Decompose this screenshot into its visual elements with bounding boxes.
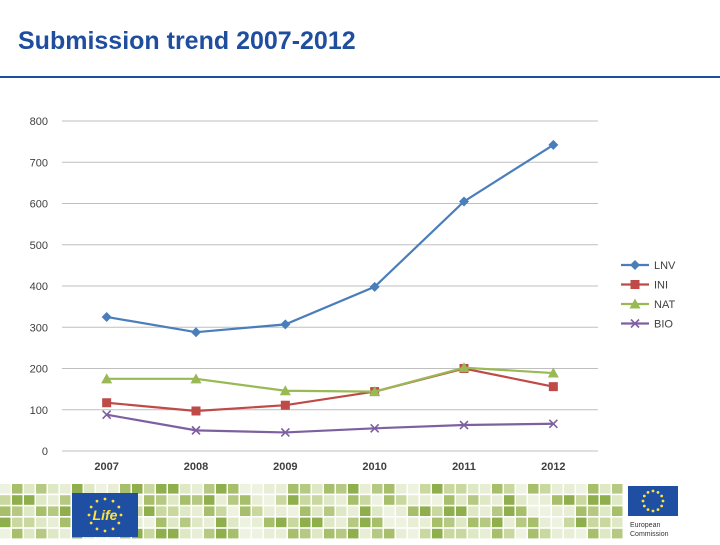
legend-item-lnv: LNV [621,260,676,272]
european-commission-logo: European Commission [625,484,681,539]
life-logo-text: Life [93,507,118,523]
y-tick-label: 400 [30,281,48,293]
data-point [191,425,201,435]
y-tick-label: 300 [30,322,48,334]
x-axis-ticks: 2007 2008 2009 2010 2011 2012 [94,461,565,473]
data-point [101,311,112,322]
y-tick-label: 800 [30,116,48,128]
legend-marker [630,318,640,329]
data-point [102,410,112,420]
x-tick-label: 2007 [94,461,118,473]
series-lnv [101,139,559,338]
grid-layer [62,120,598,452]
data-point [459,420,469,430]
series-line [106,143,554,334]
legend-marker [629,298,641,309]
legend-label: BIO [654,319,673,331]
y-tick-label: 700 [30,157,48,169]
title-divider [0,76,720,78]
series-bio [102,410,558,438]
series-nat [101,362,559,397]
data-point [548,139,559,150]
data-point [191,327,201,338]
legend: LNV INI NAT BIO [621,260,676,331]
y-tick-label: 500 [30,240,48,252]
legend-marker [630,280,640,289]
series-layer [101,139,559,438]
data-point [547,367,559,378]
x-tick-label: 2008 [184,461,208,473]
x-tick-label: 2012 [541,461,565,473]
mosaic-pattern [0,484,623,539]
legend-label: NAT [654,299,675,311]
ec-logo-line1: European [630,522,660,529]
y-tick-label: 0 [42,446,48,458]
data-point [459,196,469,207]
data-point [191,406,201,416]
data-point [548,419,558,429]
series-ini [102,364,558,416]
data-point [370,423,380,433]
data-point [279,385,291,396]
legend-marker [630,260,640,270]
footer-banner: Life European Commission [0,482,720,540]
series-line [106,366,554,393]
data-point [102,398,112,408]
ec-logo-line2: Commission [630,531,669,538]
legend-label: INI [654,280,668,292]
x-tick-label: 2011 [452,461,476,473]
x-tick-label: 2009 [273,461,297,473]
legend-item-bio: BIO [621,319,673,331]
data-point [280,319,291,330]
y-tick-label: 200 [30,364,48,376]
data-point [369,386,381,397]
y-tick-label: 100 [30,405,48,417]
chart-container: 0 100 200 300 400 500 600 700 800 2007 2008 2009 20… [0,100,720,480]
page-title: Submission trend 2007-2012 [18,27,356,55]
data-point [548,382,558,392]
data-point [280,400,290,410]
y-tick-label: 600 [30,199,48,211]
legend-item-ini: INI [621,280,668,292]
series-line [106,413,554,434]
series-line [106,367,554,413]
legend-item-nat: NAT [621,298,675,311]
life-logo: Life [72,493,138,537]
data-point [190,373,202,384]
x-tick-label: 2010 [362,461,386,473]
legend-label: LNV [654,260,676,272]
data-point [369,281,380,292]
y-axis-ticks: 0 100 200 300 400 500 600 700 800 [30,116,48,458]
data-point [101,373,113,384]
data-point [280,427,290,438]
data-point [458,362,470,373]
